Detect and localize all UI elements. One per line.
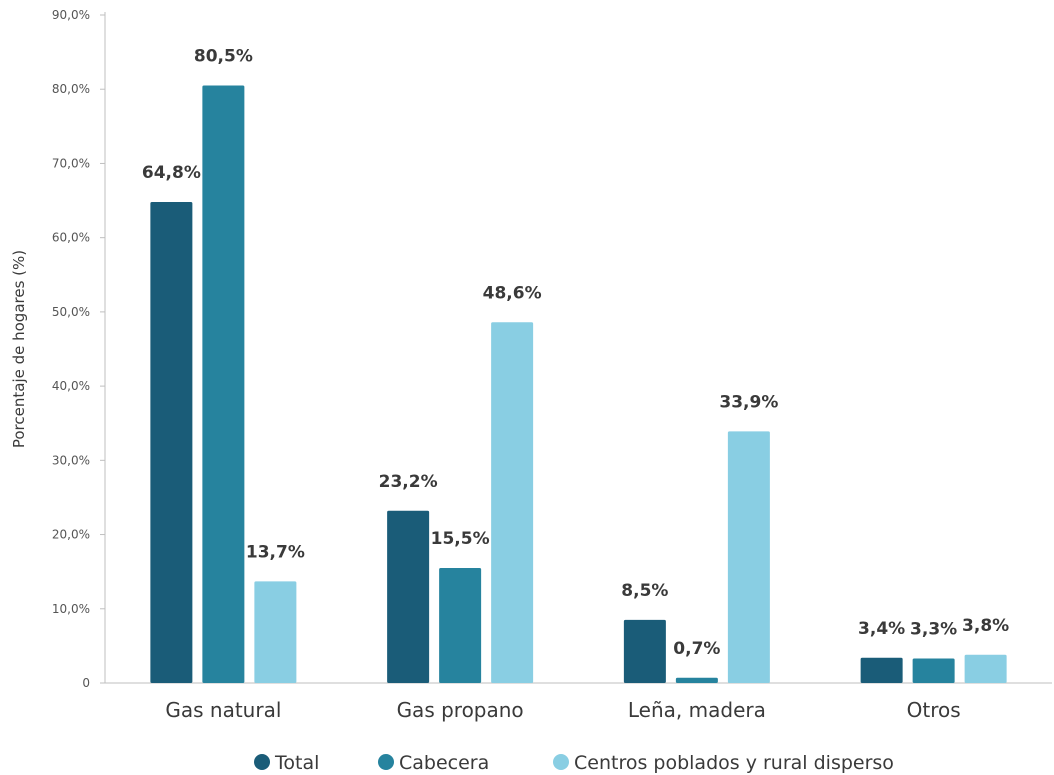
data-label-1-0: 23,2%	[379, 472, 438, 492]
data-label-2-1: 0,7%	[673, 639, 720, 659]
data-labels: 64,8% 80,5% 13,7% 23,2% 15,5% 48,6% 8,5% 0,7% 33…	[142, 47, 1009, 659]
data-label-1-1: 15,5%	[431, 529, 490, 549]
category-label: Leña, madera	[628, 698, 766, 722]
y-tick-label: 30,0%	[52, 453, 90, 467]
y-axis-ticks: 0 10,0% 20,0% 30,0% 40,0% 50,0% 60,0% 70,0% 80,0…	[52, 8, 105, 690]
data-label-2-2: 33,9%	[719, 392, 778, 412]
data-label-0-1: 80,5%	[194, 47, 253, 67]
bar-2-0	[623, 619, 666, 683]
category-label: Otros	[907, 698, 961, 722]
data-label-3-1: 3,3%	[910, 620, 957, 640]
axes	[104, 12, 1052, 684]
category-label: Gas natural	[165, 698, 281, 722]
y-tick-label: 40,0%	[52, 379, 90, 393]
bar-2-2	[727, 431, 770, 683]
bar-0-2	[254, 581, 297, 683]
y-tick-label: 70,0%	[52, 156, 90, 170]
data-label-0-0: 64,8%	[142, 163, 201, 183]
y-axis-title: Porcentaje de hogares (%)	[10, 250, 28, 448]
y-tick-label: 20,0%	[52, 528, 90, 542]
category-label: Gas propano	[397, 698, 524, 722]
legend-marker-1	[378, 754, 394, 770]
data-label-2-0: 8,5%	[621, 581, 668, 601]
legend: Total Cabecera Centros poblados y rural di…	[254, 752, 894, 774]
data-label-1-2: 48,6%	[483, 283, 542, 303]
y-tick-label: 80,0%	[52, 82, 90, 96]
bar-3-1	[912, 658, 955, 683]
bar-1-1	[439, 567, 482, 683]
legend-label-0: Total	[274, 752, 319, 774]
bar-3-0	[860, 657, 903, 683]
y-tick-label: 10,0%	[52, 602, 90, 616]
y-tick-label: 0	[82, 676, 90, 690]
y-tick-label: 60,0%	[52, 231, 90, 245]
bar-2-1	[675, 677, 718, 683]
legend-marker-2	[553, 754, 569, 770]
y-tick-label: 50,0%	[52, 305, 90, 319]
legend-marker-0	[254, 754, 270, 770]
data-label-0-2: 13,7%	[246, 542, 305, 562]
legend-label-2: Centros poblados y rural disperso	[574, 752, 894, 774]
bar-1-2	[491, 322, 534, 683]
bar-1-0	[387, 510, 430, 683]
data-label-3-2: 3,8%	[962, 616, 1009, 636]
bars	[150, 85, 1007, 684]
data-label-3-0: 3,4%	[858, 619, 905, 639]
legend-label-1: Cabecera	[399, 752, 489, 774]
y-axis-title-group: Porcentaje de hogares (%)	[10, 250, 28, 448]
category-labels: Gas natural Gas propano Leña, madera Otros	[165, 698, 960, 722]
bar-0-1	[202, 85, 245, 683]
bar-3-2	[964, 654, 1007, 683]
y-tick-label: 90,0%	[52, 8, 90, 22]
bar-0-0	[150, 202, 193, 684]
